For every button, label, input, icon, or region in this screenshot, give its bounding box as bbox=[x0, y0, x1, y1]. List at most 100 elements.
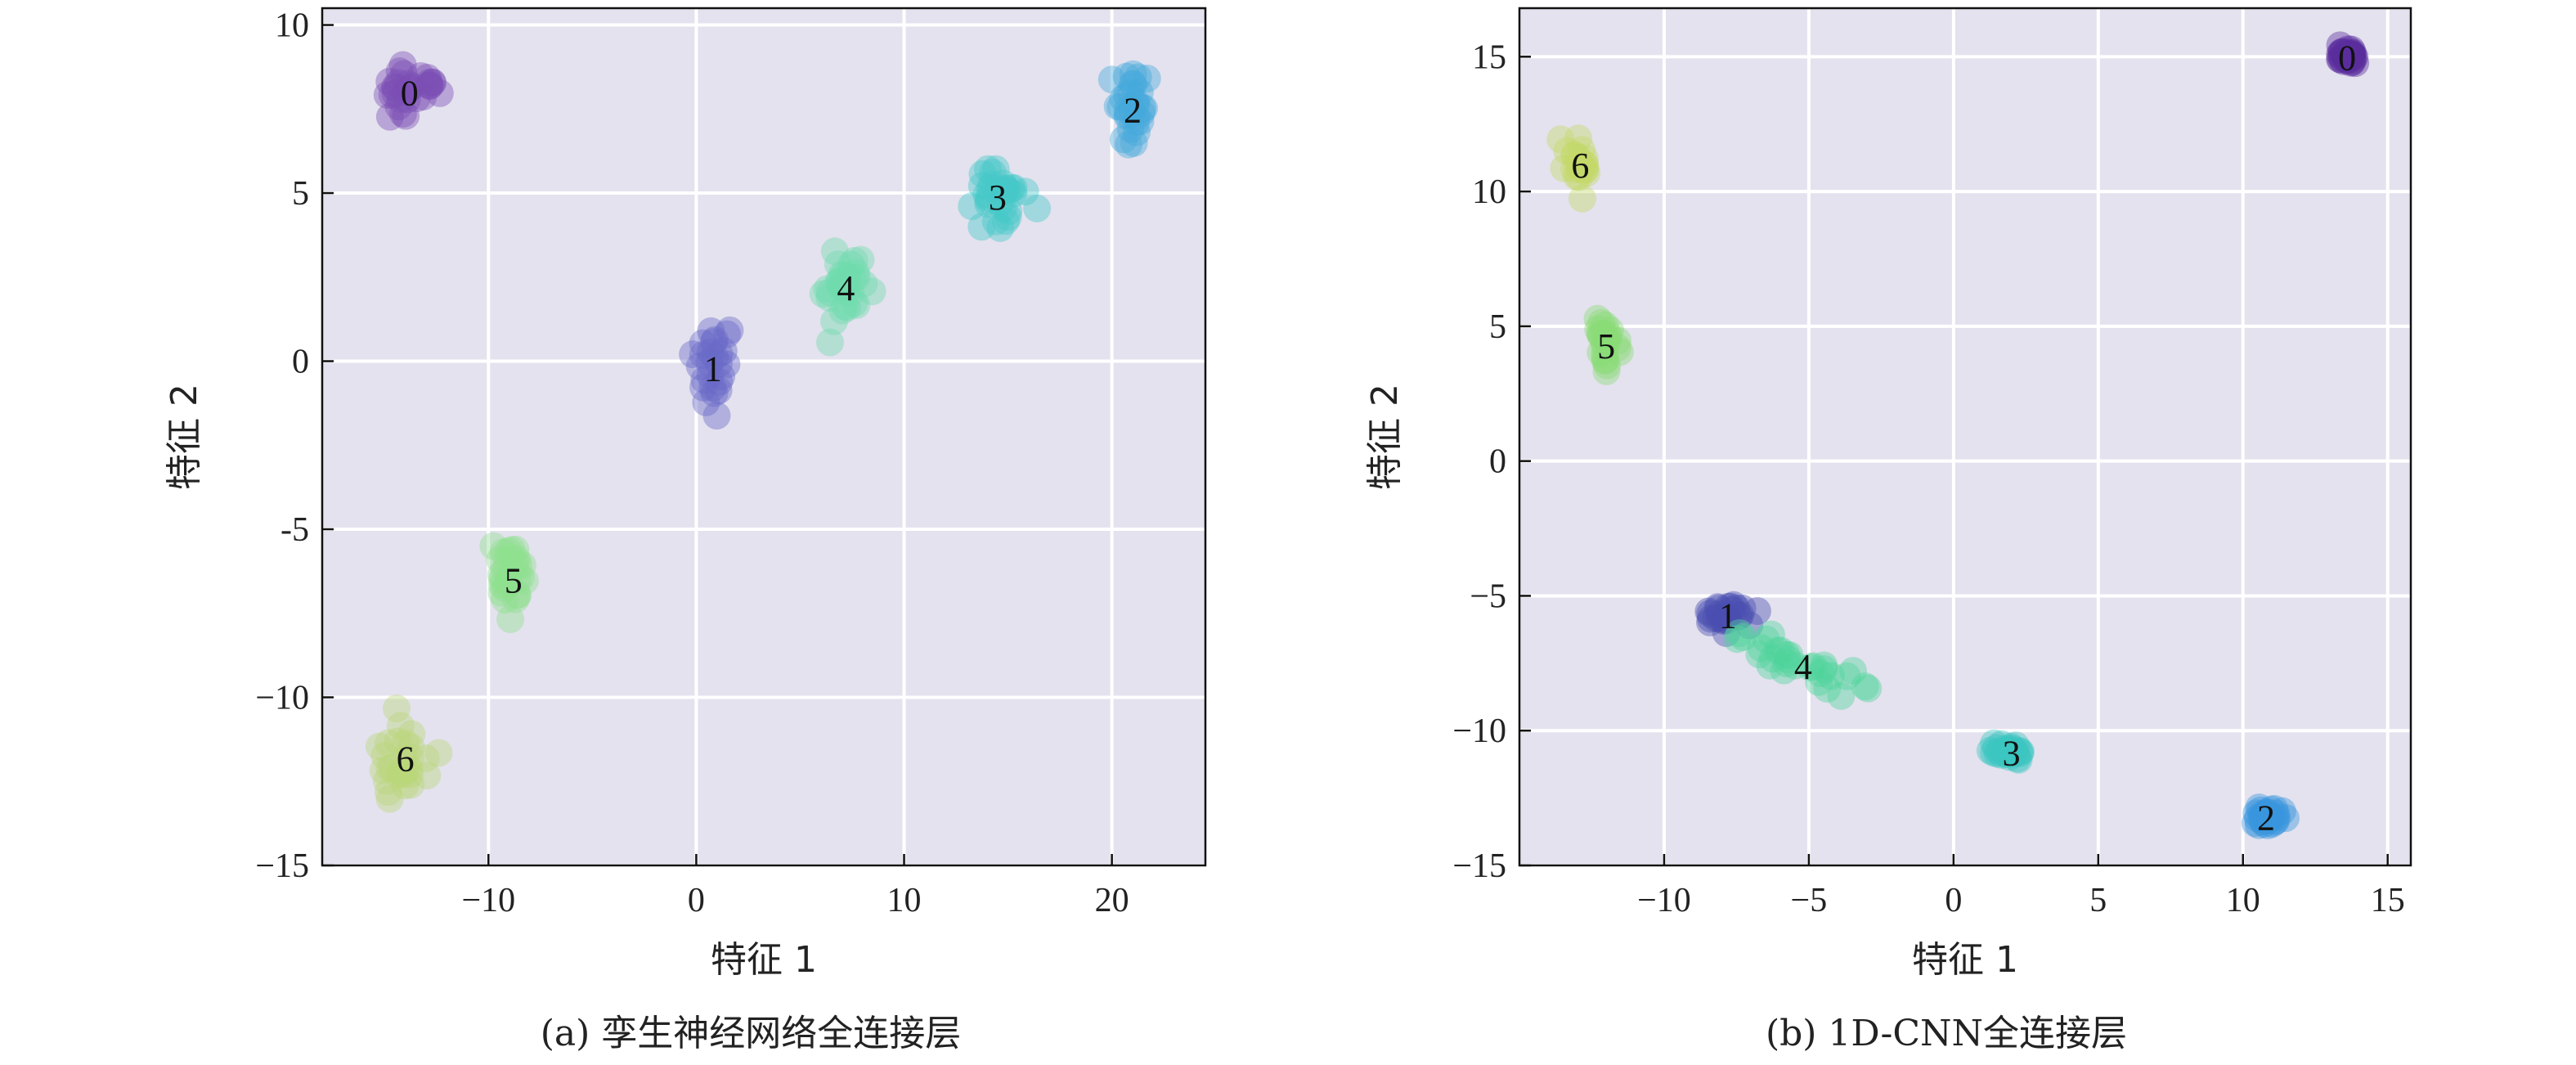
scatter-point bbox=[1714, 592, 1743, 621]
y-tick-label: −5 bbox=[1470, 577, 1506, 615]
scatter-point bbox=[975, 183, 1003, 212]
scatter-point bbox=[974, 190, 1003, 218]
scatter-point bbox=[1583, 304, 1612, 333]
scatter-point bbox=[375, 67, 404, 96]
scatter-point bbox=[813, 275, 841, 303]
scatter-point bbox=[503, 581, 532, 609]
scatter-point bbox=[1704, 594, 1733, 622]
scatter-point bbox=[1553, 137, 1582, 165]
scatter-point bbox=[858, 277, 886, 306]
scatter-point bbox=[395, 74, 424, 103]
caption-b: (b) 1D-CNN全连接层 bbox=[1766, 1013, 2127, 1054]
scatter-point bbox=[2246, 796, 2275, 825]
scatter-point bbox=[384, 761, 413, 789]
scatter-point bbox=[689, 340, 717, 369]
cluster-label: 4 bbox=[1794, 647, 1812, 687]
scatter-point bbox=[1603, 334, 1631, 362]
cluster-label: 6 bbox=[397, 739, 415, 779]
scatter-point bbox=[690, 366, 719, 394]
scatter-point bbox=[1799, 652, 1828, 681]
scatter-point bbox=[1980, 729, 2008, 757]
scatter-point bbox=[1568, 136, 1596, 164]
scatter-point bbox=[1564, 163, 1593, 191]
scatter-point bbox=[1591, 334, 1619, 362]
scatter-point bbox=[396, 74, 424, 102]
scatter-point bbox=[1113, 102, 1142, 131]
scatter-point bbox=[1998, 739, 2026, 768]
scatter-point bbox=[1110, 125, 1138, 154]
scatter-point bbox=[424, 739, 453, 767]
scatter-point bbox=[1594, 321, 1622, 349]
scatter-point bbox=[1116, 79, 1145, 107]
plot-area-b bbox=[1519, 8, 2411, 865]
scatter-point bbox=[418, 69, 447, 97]
cluster-label: 0 bbox=[401, 74, 419, 114]
scatter-point bbox=[1997, 737, 2026, 766]
scatter-point bbox=[829, 272, 858, 300]
scatter-point bbox=[2327, 43, 2356, 72]
y-tick-label: −10 bbox=[255, 680, 309, 717]
scatter-point bbox=[1985, 737, 2013, 766]
scatter-point bbox=[2337, 35, 2366, 64]
scatter-point bbox=[1122, 108, 1151, 137]
scatter-point bbox=[989, 169, 1017, 198]
scatter-point bbox=[1725, 619, 1753, 648]
scatter-point bbox=[494, 537, 523, 566]
scatter-point bbox=[2337, 40, 2366, 69]
scatter-point bbox=[491, 574, 519, 603]
scatter-point bbox=[842, 291, 871, 320]
scatter-point bbox=[396, 760, 424, 789]
scatter-point bbox=[2338, 41, 2367, 70]
scatter-point bbox=[1987, 730, 2016, 758]
scatter-point bbox=[1735, 611, 1764, 640]
scatter-point bbox=[1810, 651, 1838, 680]
scatter-point bbox=[2251, 800, 2280, 829]
scatter-point bbox=[1109, 84, 1138, 113]
scatter-point bbox=[382, 694, 411, 723]
scatter-point bbox=[832, 272, 860, 301]
scatter-point bbox=[2338, 47, 2367, 76]
scatter-point bbox=[2327, 38, 2356, 66]
scatter-point bbox=[397, 720, 426, 748]
scatter-point bbox=[712, 350, 741, 379]
scatter-point bbox=[1805, 667, 1833, 696]
scatter-point bbox=[1772, 649, 1801, 677]
scatter-point bbox=[2005, 737, 2034, 766]
scatter-point bbox=[387, 759, 415, 788]
plot-frame-b bbox=[1518, 7, 2412, 867]
scatter-point bbox=[413, 762, 442, 790]
scatter-point bbox=[2336, 41, 2364, 70]
scatter-point bbox=[1694, 597, 1723, 626]
scatter-point bbox=[994, 203, 1022, 231]
scatter-point bbox=[1995, 743, 2024, 771]
points-b bbox=[1546, 31, 2370, 840]
scatter-point bbox=[967, 172, 996, 200]
scatter-point bbox=[2268, 797, 2296, 825]
scatter-point bbox=[2002, 739, 2031, 767]
scatter-point bbox=[415, 71, 444, 100]
scatter-point bbox=[828, 260, 856, 289]
cluster-label: 3 bbox=[2003, 734, 2021, 774]
scatter-point bbox=[2252, 807, 2281, 835]
scatter-point bbox=[1758, 645, 1787, 673]
scatter-point bbox=[1725, 602, 1753, 631]
scatter-point bbox=[1568, 184, 1596, 213]
scatter-point bbox=[491, 586, 519, 614]
scatter-point bbox=[378, 80, 406, 109]
scatter-point bbox=[986, 188, 1015, 217]
scatter-point bbox=[1568, 155, 1596, 183]
scatter-point bbox=[1590, 319, 1618, 348]
scatter-point bbox=[1833, 662, 1861, 690]
scatter-point bbox=[500, 548, 529, 577]
scatter-point bbox=[510, 566, 539, 595]
scatter-point bbox=[1586, 319, 1614, 348]
y-tick-label: 10 bbox=[275, 7, 309, 45]
scatter-point bbox=[1696, 600, 1725, 628]
scatter-point bbox=[1987, 740, 2016, 769]
x-axis-label-a: 特征 1 bbox=[711, 939, 817, 981]
scatter-point bbox=[1120, 128, 1148, 157]
scatter-point bbox=[1773, 645, 1802, 673]
scatter-point bbox=[390, 60, 419, 88]
scatter-point bbox=[369, 756, 397, 784]
scatter-point bbox=[997, 173, 1025, 202]
